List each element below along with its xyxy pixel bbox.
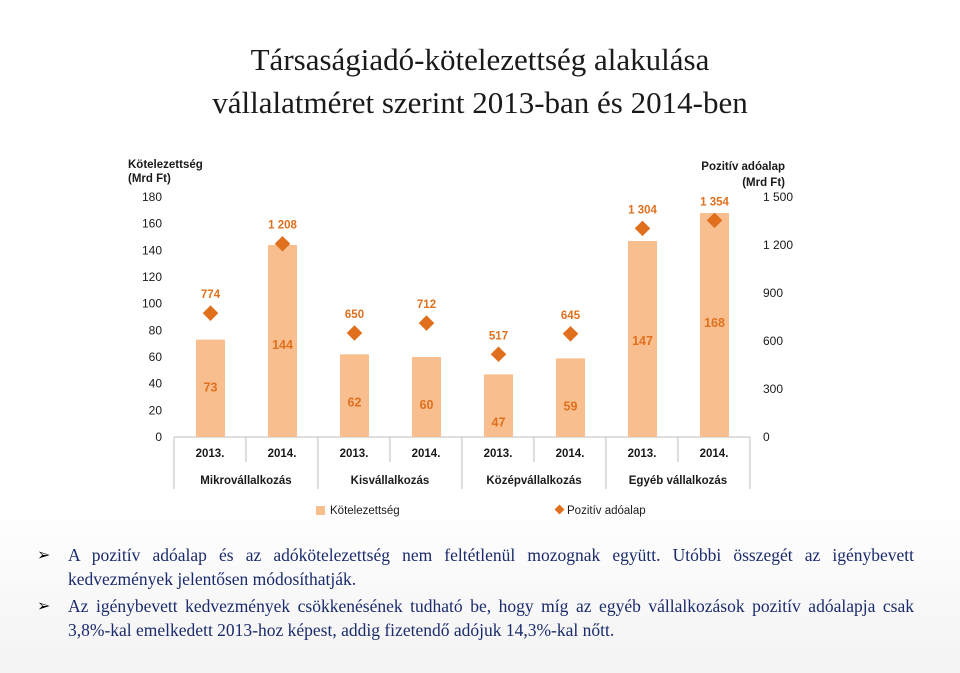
bar-value-label: 47 — [492, 415, 506, 429]
bar — [628, 241, 657, 437]
category-label: 2014. — [556, 448, 585, 460]
bar-value-label: 60 — [420, 398, 434, 412]
group-label: Középvállalkozás — [486, 475, 581, 487]
legend-swatch-marker — [554, 504, 565, 515]
marker-point — [418, 315, 435, 331]
bar — [556, 358, 585, 437]
bar-value-label: 62 — [348, 395, 362, 409]
bar — [700, 213, 729, 437]
right-tick-label: 1 500 — [763, 190, 793, 204]
right-tick-label: 600 — [763, 334, 783, 348]
group-label: Kisvállalkozás — [351, 475, 430, 487]
bar — [340, 354, 369, 437]
category-label: 2013. — [196, 448, 225, 460]
right-axis-title: Pozitív adóalap — [701, 161, 785, 173]
right-tick-label: 1 200 — [763, 238, 793, 252]
right-axis-title: (Mrd Ft) — [742, 177, 785, 189]
legend-swatch-bar — [316, 506, 325, 515]
bar — [268, 245, 297, 437]
bullet-list: ➢ A pozitív adóalap és az adókötelezetts… — [37, 543, 914, 645]
legend-label: Pozitív adóalap — [567, 505, 646, 517]
group-label: Mikrovállalkozás — [200, 475, 291, 487]
left-tick-label: 40 — [149, 377, 163, 391]
marker-value-label: 1 304 — [628, 204, 657, 216]
chart: Kötelezettség (Mrd Ft) Pozitív adóalap (Mrd… — [128, 159, 793, 517]
bar-value-label: 73 — [204, 381, 218, 395]
marker-value-label: 712 — [417, 299, 436, 311]
group-label: Egyéb vállalkozás — [629, 475, 727, 487]
marker-point — [634, 220, 651, 237]
marker-value-label: 1 354 — [700, 196, 729, 208]
bullet-item: ➢ A pozitív adóalap és az adókötelezetts… — [37, 543, 914, 591]
marker-value-label: 645 — [561, 310, 581, 322]
left-tick-label: 140 — [142, 243, 162, 257]
marker-point — [490, 346, 507, 363]
bar-value-label: 147 — [632, 334, 653, 348]
left-tick-label: 20 — [149, 403, 163, 417]
left-axis-title: Kötelezettség — [128, 159, 203, 171]
category-label: 2014. — [268, 448, 297, 460]
left-tick-label: 180 — [142, 190, 162, 204]
bullet-text: A pozitív adóalap és az adókötelezettség… — [68, 545, 914, 589]
arrow-bullet-icon: ➢ — [37, 596, 51, 615]
bar — [196, 339, 225, 437]
marker-point — [562, 326, 579, 342]
marker-value-label: 517 — [489, 330, 508, 342]
marker-point — [346, 325, 363, 341]
left-tick-label: 60 — [149, 350, 163, 364]
category-label: 2013. — [340, 448, 369, 460]
left-tick-label: 80 — [149, 323, 163, 337]
bar — [412, 357, 441, 437]
category-label: 2014. — [700, 448, 729, 460]
right-tick-label: 900 — [763, 286, 783, 300]
left-tick-label: 0 — [155, 430, 162, 444]
category-label: 2014. — [412, 448, 441, 460]
left-tick-label: 120 — [142, 270, 162, 284]
bar-value-label: 168 — [704, 316, 725, 330]
bar-value-label: 144 — [272, 338, 293, 352]
marker-value-label: 774 — [201, 289, 221, 301]
page-title-line-2: vállalatméret szerint 2013-ban és 2014-b… — [212, 85, 748, 120]
left-axis-title: (Mrd Ft) — [128, 173, 171, 185]
bullet-text: Az igénybevett kedvezmények csökkenéséne… — [68, 596, 914, 640]
left-tick-label: 160 — [142, 217, 162, 231]
bar — [484, 374, 513, 437]
marker-value-label: 1 208 — [268, 220, 297, 232]
category-label: 2013. — [484, 448, 513, 460]
arrow-bullet-icon: ➢ — [37, 545, 51, 564]
marker-value-label: 650 — [345, 309, 364, 321]
right-tick-label: 0 — [763, 430, 770, 444]
bullet-item: ➢ Az igénybevett kedvezmények csökkenésé… — [37, 594, 914, 642]
right-tick-label: 300 — [763, 382, 783, 396]
legend-label: Kötelezettség — [330, 505, 400, 517]
bar-value-label: 59 — [564, 399, 578, 413]
category-label: 2013. — [628, 448, 657, 460]
marker-point — [202, 305, 219, 321]
page-title-line-1: Társaságiadó-kötelezettség alakulása — [250, 42, 710, 77]
left-tick-label: 100 — [142, 297, 162, 311]
